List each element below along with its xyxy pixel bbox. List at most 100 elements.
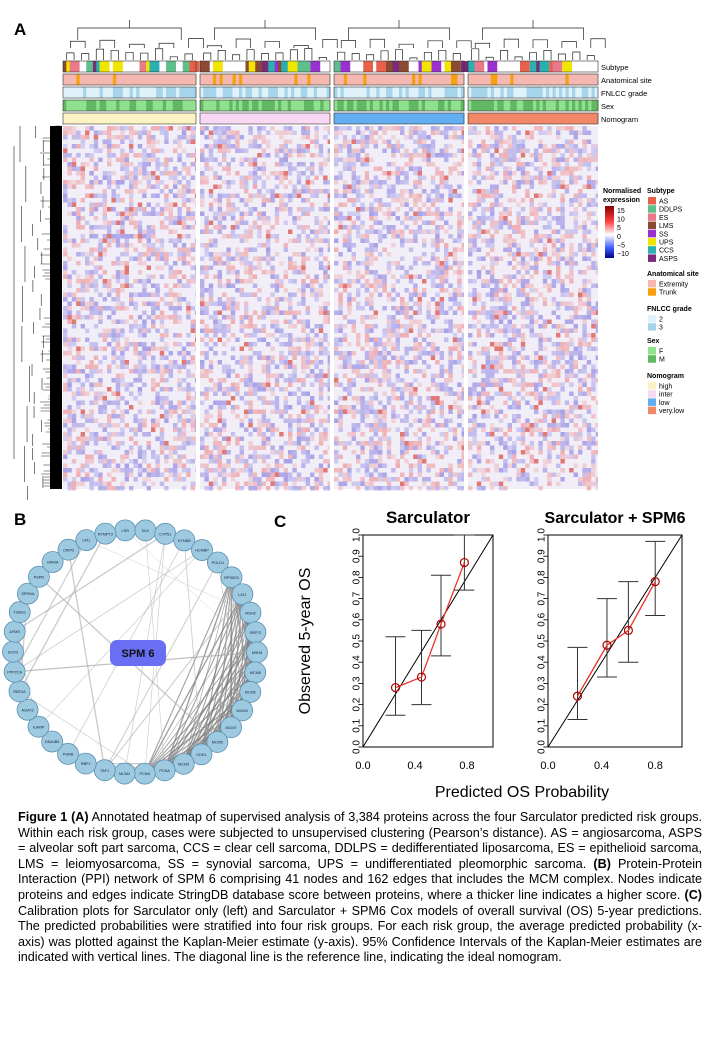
- network-edge: [163, 577, 233, 771]
- data-point: [416, 672, 427, 682]
- node-label: DNAJB6: [45, 740, 60, 744]
- legend-expression-title: Normalised: [603, 188, 641, 195]
- network-node: MCM3: [172, 752, 195, 775]
- legend-swatch: [648, 323, 656, 331]
- calibration-plots: Sarculator 0.0 0.1 0.2 0.3 0.4 0.5 0.6 0.7 0.8 0.9…: [297, 508, 686, 801]
- legend-item-label: CCS: [659, 248, 674, 255]
- node-label: RPS6S3: [224, 576, 239, 580]
- network-node: DNAJB6: [41, 730, 64, 753]
- annotation-bar: [62, 60, 200, 73]
- node-circle: [231, 699, 254, 722]
- node-label: MSH6: [252, 651, 263, 655]
- annotation-bar: [333, 112, 465, 125]
- network-edge: [104, 562, 219, 771]
- network-edge: [164, 612, 251, 771]
- network-node: LIR1: [75, 529, 98, 552]
- legend-item-label: DDLPS: [659, 207, 683, 214]
- node-label: MCM2: [245, 691, 256, 695]
- legend-scale-tick: −10: [617, 251, 629, 258]
- data-point: [602, 640, 612, 650]
- network-node: CYP51: [154, 522, 177, 545]
- network-node: MSH6: [246, 641, 268, 664]
- network-edge: [18, 533, 106, 692]
- annotation-bar: [62, 86, 197, 99]
- series-line: [395, 562, 466, 689]
- legend-swatch: [648, 355, 656, 363]
- legend-group-title: Nomogram: [647, 373, 684, 380]
- annotated-heatmap: Subtype Anatomical site FNLCC grade Sex Nomo…: [13, 20, 699, 500]
- network-node: RBF2A: [8, 680, 31, 703]
- legend-color-scale: [605, 206, 614, 258]
- node-circle: [57, 743, 79, 765]
- network-edge: [14, 549, 203, 673]
- annotation-row-label: Anatomical site: [601, 76, 652, 85]
- annotation-bar: [199, 86, 331, 99]
- legend-swatch: [648, 238, 656, 246]
- node-circle: [57, 538, 80, 561]
- node-circle: [27, 715, 50, 738]
- legend-item-label: SS: [659, 231, 669, 238]
- legend-group-title: FNLCC grade: [647, 306, 692, 313]
- network-edge: [216, 577, 233, 743]
- legend-swatch: [648, 221, 656, 230]
- annotation-bar: [199, 73, 331, 86]
- legend-group-title: Sex: [647, 338, 660, 345]
- node-label: CRIP2: [63, 548, 74, 552]
- legend-swatch: [648, 398, 656, 406]
- node-label: POLD1: [212, 561, 224, 565]
- network-node: PSMB: [57, 743, 79, 765]
- legend-swatch: [648, 315, 656, 323]
- network-edge: [67, 549, 106, 771]
- y-tick-label: 0.4: [537, 655, 548, 669]
- data-point: [650, 577, 660, 587]
- x-tick-label: 0.4: [594, 760, 609, 772]
- row-dendrogram-leaves: [50, 126, 62, 489]
- network-edge: [125, 530, 258, 653]
- network-edge: [19, 691, 145, 774]
- annotation-bar: [199, 99, 331, 112]
- node-label: MCM3: [178, 762, 189, 766]
- caption-figure-label: Figure 1: [18, 810, 68, 824]
- legend-swatch: [648, 390, 656, 398]
- network-edge: [14, 533, 166, 633]
- network-node: RPS6S3: [220, 566, 243, 589]
- y-tick-label: 0.7: [537, 591, 548, 605]
- y-tick-label: 0.3: [352, 676, 363, 690]
- node-label: MCM7: [225, 726, 236, 730]
- annotation-row-label: FNLCC grade: [601, 89, 647, 98]
- node-label: SPRNA: [21, 592, 35, 596]
- network-edge: [183, 612, 251, 765]
- legend-item-label: Extremity: [659, 282, 689, 289]
- legend-scale-tick: −5: [617, 242, 625, 249]
- panel-label-a: A: [14, 20, 27, 39]
- annotation-bars: [62, 60, 599, 125]
- caption-a-tag: (A): [71, 810, 89, 824]
- y-tick-label: 0.6: [537, 612, 548, 626]
- network-node: MSH2: [239, 601, 262, 624]
- node-circle: [220, 716, 242, 739]
- network-edge: [14, 539, 87, 673]
- network-node: PPP2CA: [3, 660, 26, 683]
- y-tick-label: 0.1: [537, 718, 548, 732]
- x-tick-label: 0.8: [648, 760, 663, 772]
- network-node: MCM2: [113, 762, 136, 785]
- network-edge: [200, 577, 233, 755]
- network-node: GRWA: [41, 551, 64, 573]
- network-node: DYNBB: [173, 529, 196, 552]
- node-label: LIG1: [238, 593, 246, 597]
- node-label: MCM2: [119, 772, 130, 776]
- data-point: [390, 683, 401, 693]
- legend-item-label: ASPS: [659, 256, 678, 263]
- y-axis-label: Observed 5-year OS: [297, 568, 314, 715]
- panel-label-c: C: [274, 512, 287, 531]
- heatmap-cells: [63, 126, 598, 491]
- node-label: MCM5: [212, 741, 223, 745]
- node-label: HCMBP: [195, 549, 209, 553]
- node-label: PPP2CA: [7, 670, 22, 674]
- network-edge: [144, 577, 232, 774]
- reference-line: [547, 534, 683, 748]
- node-circle: [8, 601, 31, 623]
- annotation-bar: [333, 73, 465, 86]
- network-edge: [183, 594, 243, 765]
- network-node: POLD1: [206, 551, 229, 574]
